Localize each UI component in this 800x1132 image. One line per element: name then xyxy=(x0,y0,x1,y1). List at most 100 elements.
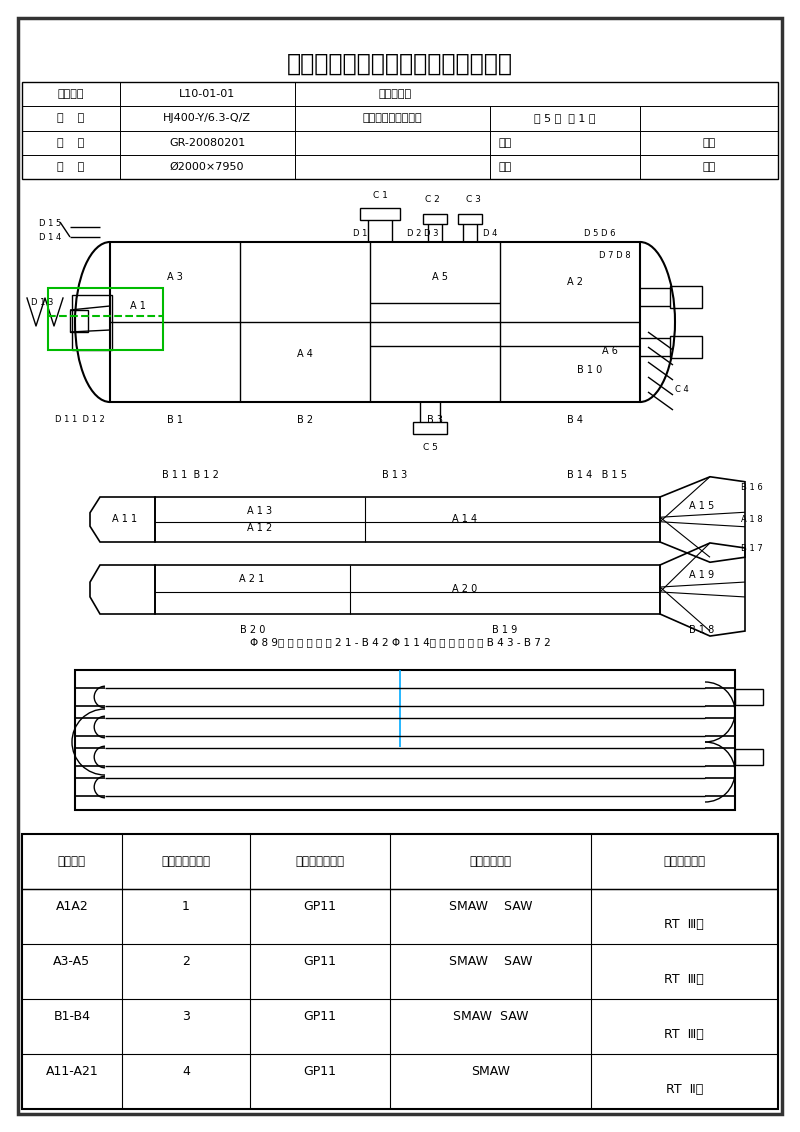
Text: 审核: 审核 xyxy=(498,162,512,172)
Text: D 2 D 3: D 2 D 3 xyxy=(407,230,438,239)
Text: SMAW: SMAW xyxy=(471,1065,510,1078)
Text: L10-01-01: L10-01-01 xyxy=(179,89,235,100)
Text: 图    号: 图 号 xyxy=(58,138,85,147)
Text: A 1 9: A 1 9 xyxy=(690,569,714,580)
Text: GR-20080201: GR-20080201 xyxy=(169,138,245,147)
Text: D 4: D 4 xyxy=(483,230,497,239)
Text: 4: 4 xyxy=(182,1065,190,1078)
Text: A 4: A 4 xyxy=(297,349,313,359)
Text: HJ400-Y/6.3-Q/Z: HJ400-Y/6.3-Q/Z xyxy=(163,113,251,123)
Bar xyxy=(155,497,660,542)
Text: 2: 2 xyxy=(182,955,190,968)
Text: A 1 5: A 1 5 xyxy=(690,501,714,511)
Text: 焊工持证项目: 焊工持证项目 xyxy=(470,855,511,868)
Text: B 1 3: B 1 3 xyxy=(382,470,408,480)
Text: B 1 9: B 1 9 xyxy=(492,625,518,635)
Text: B 1 0: B 1 0 xyxy=(578,365,602,375)
Text: A 1 4: A 1 4 xyxy=(453,515,478,524)
Text: 焊接工艺评定号: 焊接工艺评定号 xyxy=(296,855,345,868)
Text: B 1 8: B 1 8 xyxy=(690,625,714,635)
Text: A 1 8: A 1 8 xyxy=(741,515,763,524)
Text: B 1 7: B 1 7 xyxy=(741,544,763,554)
Text: A 5: A 5 xyxy=(432,272,448,282)
Text: C 1: C 1 xyxy=(373,191,387,200)
Text: A 1: A 1 xyxy=(130,301,146,311)
Text: D 1 3: D 1 3 xyxy=(31,299,53,307)
Text: B 3: B 3 xyxy=(427,415,443,424)
Text: 产品编号: 产品编号 xyxy=(58,89,84,100)
Bar xyxy=(72,295,112,350)
Text: Ø2000×7950: Ø2000×7950 xyxy=(170,162,244,172)
Text: SMAW    SAW: SMAW SAW xyxy=(449,900,532,914)
Bar xyxy=(360,208,400,220)
Text: D 1 5: D 1 5 xyxy=(39,220,61,229)
Text: B 1 6: B 1 6 xyxy=(741,482,763,491)
Text: A 2: A 2 xyxy=(567,277,583,288)
Text: 1: 1 xyxy=(182,900,190,914)
Text: 名    称: 名 称 xyxy=(58,113,85,123)
Text: RT  Ⅲ级: RT Ⅲ级 xyxy=(664,1028,704,1041)
Text: 焊缝编号: 焊缝编号 xyxy=(58,855,86,868)
Text: B 2: B 2 xyxy=(297,415,313,424)
Text: A1A2: A1A2 xyxy=(55,900,88,914)
Bar xyxy=(670,336,702,358)
Bar xyxy=(22,834,778,1109)
Text: A 2 0: A 2 0 xyxy=(452,584,478,594)
Text: A 6: A 6 xyxy=(602,345,618,355)
Text: 3: 3 xyxy=(182,1010,190,1023)
Text: D 1: D 1 xyxy=(353,230,367,239)
Text: RT  Ⅲ级: RT Ⅲ级 xyxy=(664,974,704,986)
Text: A 2 1: A 2 1 xyxy=(239,574,265,584)
Text: A 3: A 3 xyxy=(167,272,183,282)
Text: RT  Ⅲ级: RT Ⅲ级 xyxy=(664,918,704,931)
Text: 规    格: 规 格 xyxy=(58,162,85,172)
Text: B1-B4: B1-B4 xyxy=(54,1010,90,1023)
Text: A 1 1: A 1 1 xyxy=(113,515,138,524)
Text: D 5 D 6: D 5 D 6 xyxy=(584,230,616,239)
Text: 日期: 日期 xyxy=(702,138,716,147)
Text: GP11: GP11 xyxy=(304,900,337,914)
Text: C 2: C 2 xyxy=(425,196,439,205)
Bar xyxy=(458,214,482,224)
Text: C 3: C 3 xyxy=(466,196,481,205)
Text: 无损检测要求: 无损检测要求 xyxy=(663,855,706,868)
Bar xyxy=(735,689,763,705)
Text: A11-A21: A11-A21 xyxy=(46,1065,98,1078)
Text: 广饶晨丰昊坤石油化工设备有限公司: 广饶晨丰昊坤石油化工设备有限公司 xyxy=(287,52,513,76)
Bar xyxy=(413,422,447,434)
Text: 编制: 编制 xyxy=(498,138,512,147)
Text: A 1 3: A 1 3 xyxy=(247,506,273,515)
Text: GP11: GP11 xyxy=(304,1010,337,1023)
Text: RT  Ⅱ级: RT Ⅱ级 xyxy=(666,1083,703,1096)
Bar xyxy=(423,214,447,224)
Text: B 1 4   B 1 5: B 1 4 B 1 5 xyxy=(567,470,627,480)
Text: C 4: C 4 xyxy=(675,386,689,394)
Text: B 4: B 4 xyxy=(567,415,583,424)
Text: Φ 8 9管 焊 缝 编 号 为 2 1 - B 4 2 Φ 1 1 4管 焊 缝 编 号 为 B 4 3 - B 7 2: Φ 8 9管 焊 缝 编 号 为 2 1 - B 4 2 Φ 1 1 4管 焊 … xyxy=(250,637,550,648)
Text: D 1 4: D 1 4 xyxy=(39,233,61,242)
Text: （接头编号示意图）: （接头编号示意图） xyxy=(362,113,422,123)
Text: A3-A5: A3-A5 xyxy=(54,955,90,968)
Text: C 5: C 5 xyxy=(422,443,438,452)
Text: GP11: GP11 xyxy=(304,1065,337,1078)
Text: 共 5 页  第 1 页: 共 5 页 第 1 页 xyxy=(534,113,596,123)
Bar xyxy=(22,82,778,179)
Text: B 2 0: B 2 0 xyxy=(240,625,265,635)
Text: D 7 D 8: D 7 D 8 xyxy=(599,251,631,260)
Text: B 1: B 1 xyxy=(167,415,183,424)
Bar xyxy=(70,310,88,332)
Text: B 1 1  B 1 2: B 1 1 B 1 2 xyxy=(162,470,218,480)
Bar xyxy=(75,670,735,811)
Bar xyxy=(670,286,702,308)
Bar xyxy=(155,565,660,614)
Bar xyxy=(48,288,163,350)
Text: 焊接工艺卡: 焊接工艺卡 xyxy=(378,89,411,100)
Text: SMAW    SAW: SMAW SAW xyxy=(449,955,532,968)
Text: SMAW  SAW: SMAW SAW xyxy=(453,1010,528,1023)
Text: 日期: 日期 xyxy=(702,162,716,172)
Text: D 1 1  D 1 2: D 1 1 D 1 2 xyxy=(55,415,105,424)
Text: A 1 2: A 1 2 xyxy=(247,523,273,532)
Bar xyxy=(110,242,640,402)
Bar xyxy=(735,749,763,765)
Text: 焊接工艺卡编号: 焊接工艺卡编号 xyxy=(162,855,210,868)
